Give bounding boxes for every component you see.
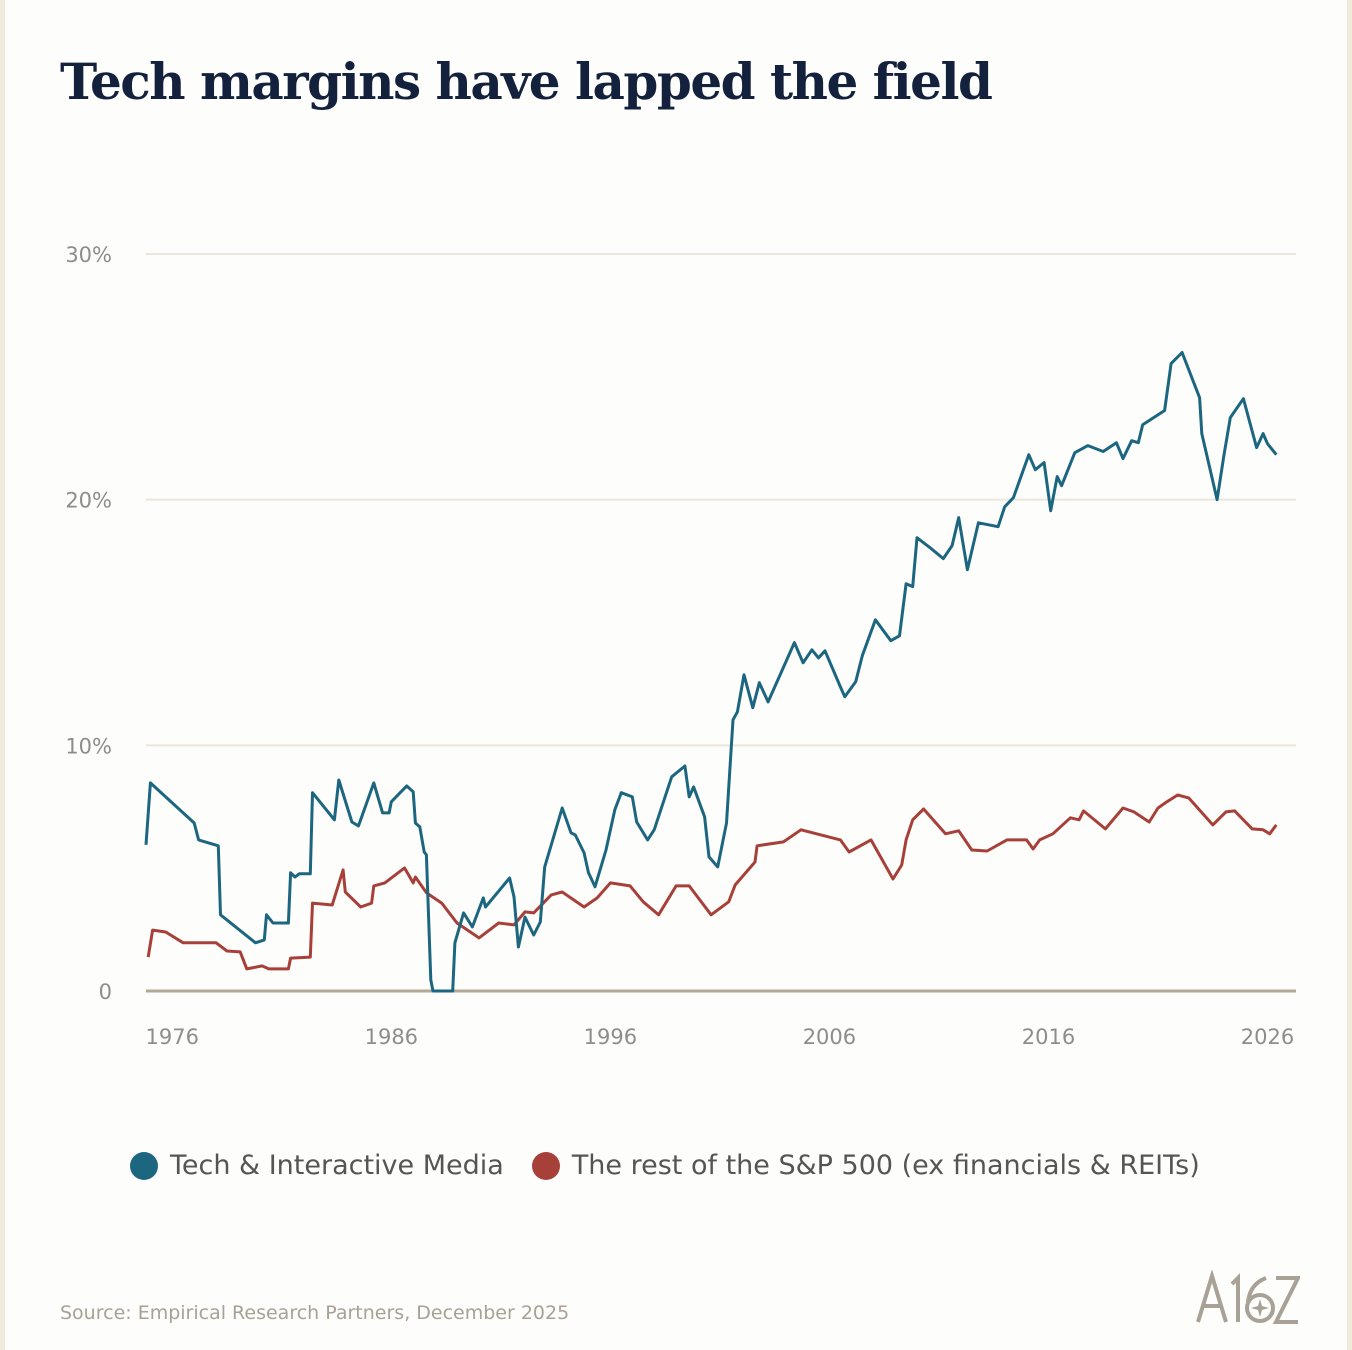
a16z-logo (1196, 1270, 1300, 1324)
x-axis-ticks: 1976 1986 1996 2006 2016 2026 (146, 1025, 1295, 1049)
legend-item-tech: Tech & Interactive Media (130, 1150, 504, 1181)
legend-label: Tech & Interactive Media (170, 1150, 504, 1181)
x-tick-label: 2016 (1022, 1025, 1075, 1049)
x-tick-label: 2006 (803, 1025, 856, 1049)
y-tick-label: 30% (65, 243, 112, 267)
legend: Tech & Interactive Media The rest of the… (130, 1150, 1228, 1181)
x-tick-label: 1996 (584, 1025, 637, 1049)
y-tick-label: 0 (99, 980, 112, 1004)
source-note: Source: Empirical Research Partners, Dec… (60, 1302, 570, 1324)
legend-item-rest-sp500: The rest of the S&P 500 (ex financials &… (531, 1150, 1200, 1181)
y-tick-label: 20% (65, 489, 112, 513)
line-chart: 0 10% 20% 30% 1976 1986 1996 2006 2016 2026 (65, 243, 1296, 1049)
legend-dot-icon (531, 1151, 560, 1180)
series-lines (144, 351, 1278, 993)
legend-label: The rest of the S&P 500 (ex financials &… (571, 1150, 1200, 1181)
x-tick-label: 1986 (365, 1025, 418, 1049)
chart-title: Tech margins have lapped the field (60, 52, 993, 111)
rest-sp500-series-line (146, 793, 1278, 971)
x-tick-label: 2026 (1241, 1025, 1294, 1049)
y-axis-ticks: 0 10% 20% 30% (65, 243, 112, 1004)
gridlines (146, 253, 1296, 993)
legend-dot-icon (130, 1151, 158, 1180)
y-tick-label: 10% (65, 734, 112, 758)
x-tick-label: 1976 (146, 1025, 199, 1049)
tech-series-line (144, 351, 1278, 993)
